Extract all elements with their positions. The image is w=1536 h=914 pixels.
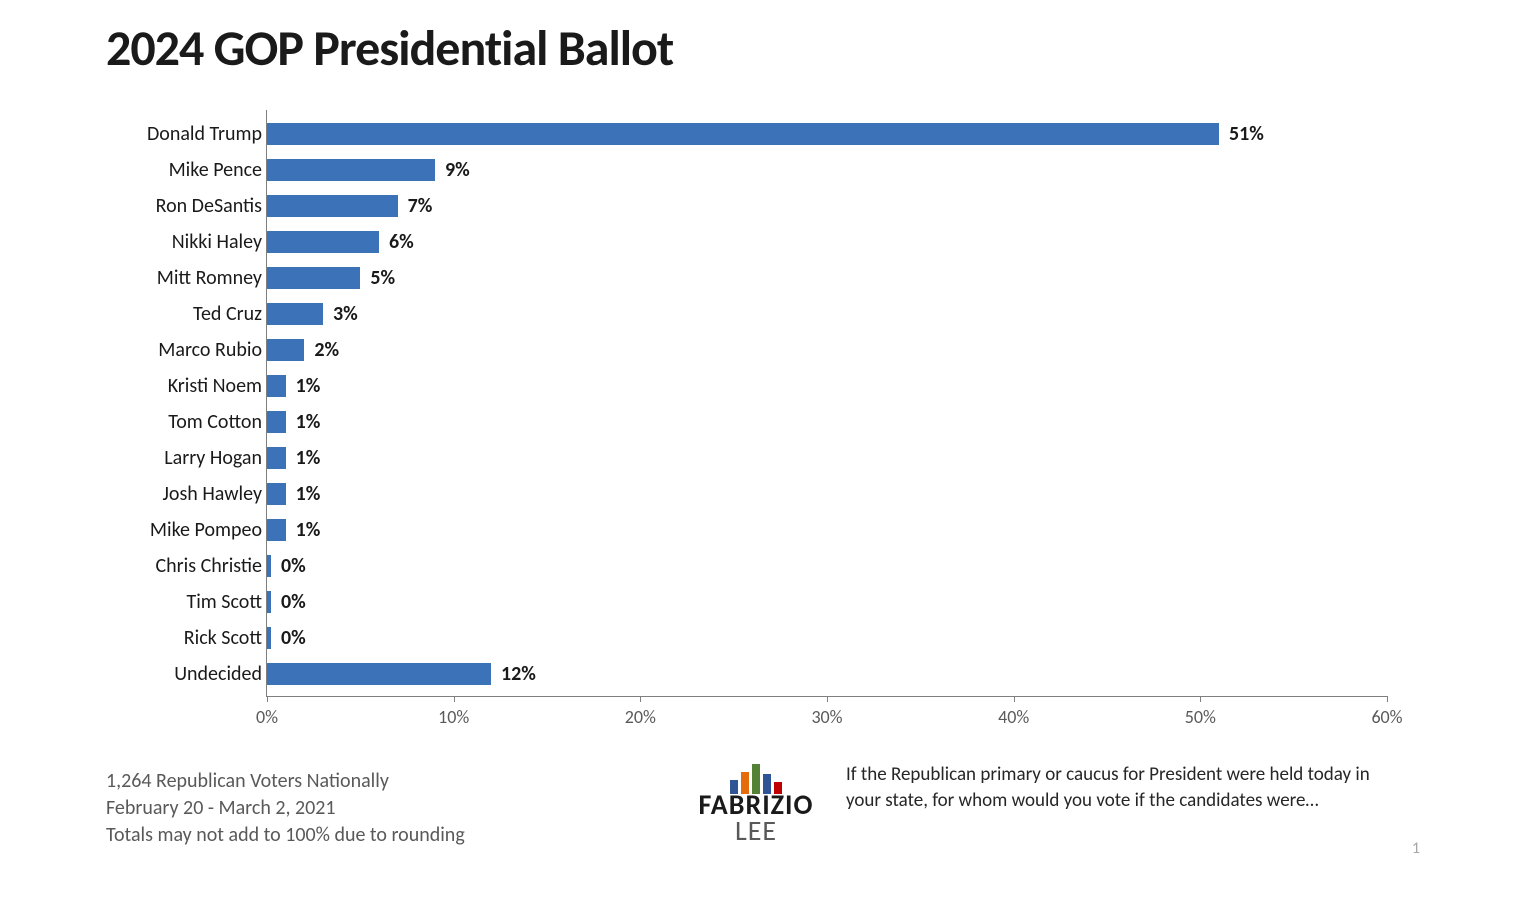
x-tick [1014,696,1015,702]
logo-text-bottom: LEE [735,813,777,848]
footer: 1,264 Republican Voters Nationally Febru… [106,768,1426,868]
x-axis-label: 50% [1185,706,1216,728]
footnote-line: Totals may not add to 100% due to roundi… [106,822,465,849]
category-label: Ron DeSantis [156,194,262,218]
category-label: Nikki Haley [172,230,262,254]
bar [267,483,286,505]
bar-row: Ted Cruz 3% [106,296,1426,332]
bar [267,267,360,289]
bar-row: Tim Scott 0% [106,584,1426,620]
bar-row: Donald Trump 51% [106,116,1426,152]
category-label: Undecided [174,662,262,686]
value-label: 0% [281,590,306,614]
x-tick [640,696,641,702]
methodology-note: 1,264 Republican Voters Nationally Febru… [106,768,465,849]
footnote-line: 1,264 Republican Voters Nationally [106,768,465,795]
value-label: 1% [296,410,321,434]
x-tick [827,696,828,702]
x-tick [454,696,455,702]
category-label: Kristi Noem [168,374,262,398]
bar [267,519,286,541]
bar-row: Larry Hogan 1% [106,440,1426,476]
slide: 2024 GOP Presidential Ballot 0%10%20%30%… [46,0,1490,880]
bar [267,375,286,397]
x-axis-label: 10% [438,706,469,728]
value-label: 1% [296,518,321,542]
bar-row: Ron DeSantis 7% [106,188,1426,224]
bar-row: Kristi Noem 1% [106,368,1426,404]
bar [267,411,286,433]
bar-row: Mike Pompeo 1% [106,512,1426,548]
category-label: Ted Cruz [193,302,262,326]
bar [267,555,271,577]
value-label: 1% [296,374,321,398]
x-axis-label: 40% [998,706,1029,728]
category-label: Mike Pompeo [150,518,262,542]
value-label: 2% [314,338,339,362]
value-label: 5% [370,266,395,290]
page-number: 1 [1412,839,1420,858]
category-label: Donald Trump [147,122,262,146]
category-label: Mike Pence [169,158,262,182]
bar [267,231,379,253]
bar [267,627,271,649]
value-label: 1% [296,446,321,470]
value-label: 6% [389,230,414,254]
value-label: 3% [333,302,358,326]
x-axis-label: 0% [256,706,278,728]
x-tick [1200,696,1201,702]
bar [267,339,304,361]
value-label: 12% [501,662,536,686]
category-label: Rick Scott [184,626,262,650]
x-tick [1387,696,1388,702]
category-label: Josh Hawley [163,482,262,506]
bar-row: Nikki Haley 6% [106,224,1426,260]
value-label: 1% [296,482,321,506]
logo-text: FABRIZIO LEE [646,792,866,844]
category-label: Tom Cotton [168,410,262,434]
bar-row: Marco Rubio 2% [106,332,1426,368]
value-label: 7% [408,194,433,218]
bar-row: Josh Hawley 1% [106,476,1426,512]
footnote-line: February 20 - March 2, 2021 [106,795,465,822]
bar-row: Rick Scott 0% [106,620,1426,656]
bar-row: Mitt Romney 5% [106,260,1426,296]
bar [267,447,286,469]
x-axis-label: 20% [625,706,656,728]
fabrizio-lee-logo: FABRIZIO LEE [646,760,866,844]
category-label: Chris Christie [155,554,262,578]
category-label: Marco Rubio [158,338,262,362]
bar-row: Tom Cotton 1% [106,404,1426,440]
bar [267,591,271,613]
bar [267,195,398,217]
value-label: 9% [445,158,470,182]
category-label: Tim Scott [186,590,262,614]
bar-row: Mike Pence 9% [106,152,1426,188]
bar [267,303,323,325]
x-axis-label: 60% [1371,706,1402,728]
value-label: 0% [281,554,306,578]
value-label: 51% [1229,122,1264,146]
bar-row: Chris Christie 0% [106,548,1426,584]
bar [267,123,1219,145]
bar [267,159,435,181]
bar-row: Undecided 12% [106,656,1426,692]
survey-question: If the Republican primary or caucus for … [846,762,1386,813]
bar [267,663,491,685]
chart-title: 2024 GOP Presidential Ballot [106,18,673,79]
value-label: 0% [281,626,306,650]
category-label: Larry Hogan [164,446,262,470]
x-tick [267,696,268,702]
bar-chart: 0% 10% 20% 30% 40% 50% 60% Donald Trump 51% Mike … [106,110,1426,750]
category-label: Mitt Romney [157,266,262,290]
x-axis-label: 30% [811,706,842,728]
